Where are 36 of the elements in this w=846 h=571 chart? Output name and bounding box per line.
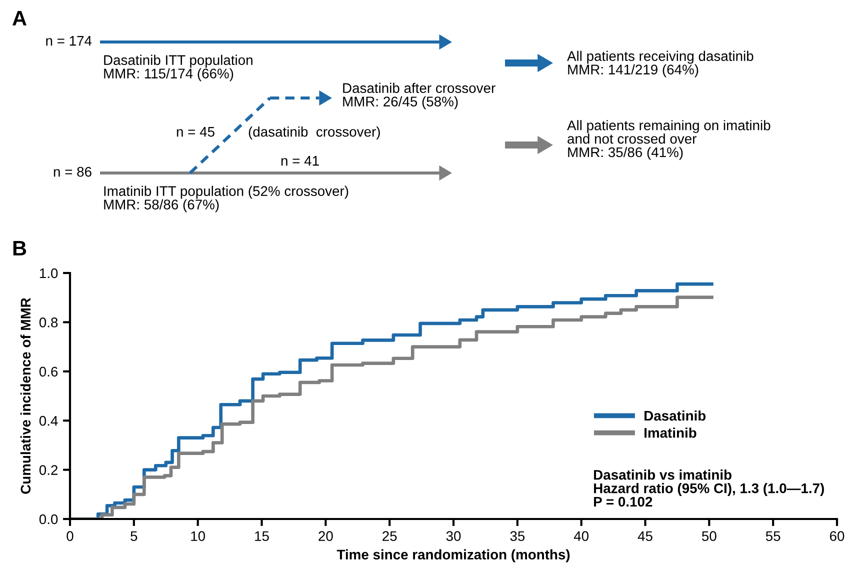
text: All patients remaining on imatinib and not crossed over MMR: 35/86 (41%): [567, 120, 770, 160]
x-tick-label: 35: [510, 531, 525, 542]
x-tick-label: 10: [191, 531, 206, 542]
text: n = 45: [176, 127, 214, 137]
chart-title: B: [13, 241, 26, 256]
text: n = 86: [54, 166, 92, 177]
legend-label: Dasatinib: [644, 410, 706, 421]
x-tick-label: 0: [66, 531, 74, 542]
x-tick-label: 20: [318, 531, 333, 542]
annotation: Dasatinib vs imatinib Hazard ratio (95% CI), 1.3 (1.0—1.7) P = 0.102: [594, 470, 824, 507]
y-tick-label: 1.0: [40, 268, 58, 278]
x-tick-label: 15: [255, 531, 269, 542]
text: Dasatinib ITT population MMR: 115/174 (66%): [104, 54, 252, 82]
text: Imatinib ITT population (52% crossover) MMR: 58/86 (67%): [104, 186, 348, 212]
x-tick-label: 50: [702, 531, 716, 542]
y-tick-label: 0.8: [39, 318, 58, 328]
x-axis-title: Time since randomization (months): [336, 549, 570, 562]
y-tick-label: 0.2: [39, 465, 58, 475]
text: n = 174: [46, 36, 92, 46]
y-tick-label: 0.6: [39, 366, 58, 377]
text: All patients receiving dasatinib MMR: 141/219 (64%): [567, 50, 754, 78]
y-tick-label: 0.4: [39, 416, 58, 426]
x-tick-label: 55: [766, 531, 780, 542]
legend-label: Imatinib: [644, 428, 696, 438]
text: Dasatinib after crossover MMR: 26/45 (58%): [343, 82, 496, 110]
x-tick-label: 45: [638, 531, 652, 542]
text: A: [12, 11, 26, 26]
y-axis-title: Cumulative incidence of MMR: [20, 298, 31, 494]
x-tick-label: 60: [830, 531, 844, 542]
x-tick-label: 25: [382, 531, 397, 542]
text: (dasatinib crossover): [248, 126, 380, 140]
y-tick-label: 0.0: [39, 514, 58, 524]
x-tick-label: 5: [130, 531, 138, 542]
x-tick-label: 30: [446, 531, 461, 542]
text: n = 41: [281, 156, 319, 166]
x-tick-label: 40: [574, 531, 589, 542]
